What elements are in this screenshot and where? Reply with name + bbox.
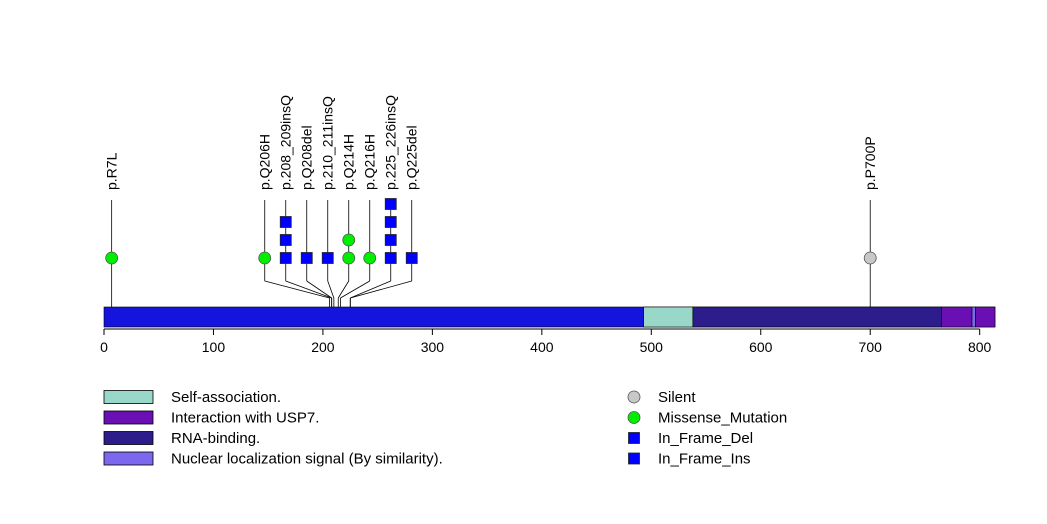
legend-mutation-label: Missense_Mutation (658, 410, 787, 427)
mutation-lollipop: p.Q216H (340, 134, 378, 327)
legend-domain-swatch (103, 431, 154, 445)
mutation-label: p.Q216H (362, 134, 378, 190)
protein-backbone (103, 306, 996, 328)
axis-tick-label: 400 (530, 339, 554, 355)
mutation-marker (300, 252, 313, 264)
axis-tick-label: 500 (640, 339, 664, 355)
legend-domain-label: Interaction with USP7. (171, 410, 319, 427)
lollipop-connector (285, 280, 332, 299)
axis-tick-label: 700 (859, 339, 883, 355)
mutation-label: p.P700P (862, 136, 878, 190)
mutation-lollipop: p.P700P (862, 136, 878, 327)
mutation-marker (384, 198, 397, 210)
mutation-marker (384, 252, 397, 264)
mutation-lollipop: p.Q214H (337, 134, 357, 327)
mutation-marker (363, 251, 377, 265)
legend-domain-swatch (103, 390, 154, 404)
lollipop-connector (327, 280, 335, 299)
mutation-marker (258, 251, 272, 265)
mutation-marker (384, 216, 397, 228)
mutation-marker (342, 233, 356, 247)
mutation-marker (279, 216, 292, 228)
domain-region (974, 306, 996, 328)
mutation-lollipop: p.210_211insQ (320, 96, 336, 327)
lollipop-connector (264, 280, 330, 299)
axis-tick-label: 0 (100, 339, 108, 355)
legend-mutation-marker (628, 452, 640, 465)
axis-tick-label: 300 (421, 339, 445, 355)
axis-tick-label: 100 (202, 339, 226, 355)
domain-region (971, 306, 976, 328)
mutation-lollipops: p.R7L p.Q206H p.208_209insQ p.Q208del p.210_… (104, 95, 878, 327)
x-axis: 0 100 200 300 400 500 600 700 800 (100, 328, 992, 355)
mutation-label: p.Q208del (299, 125, 315, 190)
legend-mutation-label: Silent (658, 389, 696, 406)
legend-mutation-label: In_Frame_Del (658, 430, 753, 447)
legend-domain-swatch (103, 451, 154, 466)
mutation-label: p.R7L (104, 152, 120, 190)
legend-mutation-marker (628, 432, 640, 444)
legend: Self-association. Interaction with USP7. R… (103, 389, 787, 468)
axis-tick-label: 600 (749, 339, 773, 355)
mutation-label: p.208_209insQ (278, 95, 294, 190)
legend-mutation-label: In_Frame_Ins (658, 451, 751, 468)
domain-region (941, 306, 973, 328)
axis-tick-label: 200 (311, 339, 335, 355)
legend-mutation-marker (627, 390, 641, 404)
legend-domain-label: RNA-binding. (171, 430, 260, 447)
mutation-marker (384, 234, 397, 246)
legend-domain-label: Nuclear localization signal (By similari… (171, 451, 443, 468)
mutation-lollipop: p.R7L (104, 152, 120, 327)
mutation-lollipop: p.Q225del (349, 125, 420, 327)
lollipop-connector (350, 280, 412, 299)
mutation-marker (279, 252, 292, 264)
mutation-label: p.Q206H (257, 134, 273, 190)
legend-domain-swatch (103, 410, 154, 425)
mutation-label: p.Q225del (404, 125, 420, 190)
lollipop-connector (306, 280, 332, 299)
lollipop-connector (340, 280, 370, 299)
mutation-label: p.210_211insQ (320, 96, 336, 190)
mutation-lollipop: p.225_226insQ (349, 95, 399, 327)
domain-region (643, 306, 694, 328)
mutation-label: p.Q214H (341, 134, 357, 190)
lollipop-connector (350, 280, 391, 299)
mutation-marker (279, 234, 292, 246)
domain-region (692, 306, 942, 328)
legend-mutation-marker (627, 411, 641, 424)
mutation-marker (321, 252, 334, 264)
mutation-marker (105, 251, 119, 265)
legend-domain-label: Self-association. (171, 389, 281, 406)
mutation-marker (405, 252, 418, 264)
axis-tick-label: 800 (968, 339, 992, 355)
lollipop-connector (337, 280, 350, 299)
mutation-marker (863, 251, 877, 265)
mutation-label: p.225_226insQ (383, 95, 399, 190)
mutation-marker (342, 251, 356, 265)
